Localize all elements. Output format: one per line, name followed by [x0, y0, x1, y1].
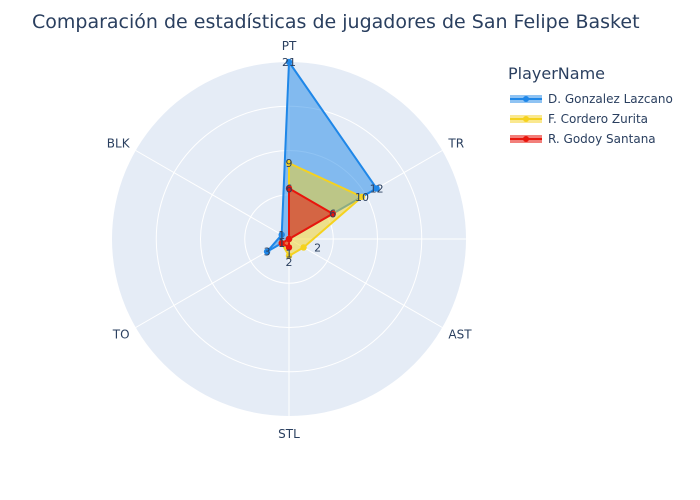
legend-item-cordero[interactable]: F. Cordero Zurita [508, 109, 673, 129]
legend-label-cordero: F. Cordero Zurita [548, 112, 649, 126]
axis-label-pt: PT [282, 39, 297, 53]
axis-label-stl: STL [278, 427, 300, 441]
axis-spoke-to [135, 238, 290, 328]
data-label-2-2: 1 [286, 247, 293, 260]
data-label-2-1: 6 [329, 208, 336, 221]
legend-swatch-godoy [510, 135, 542, 143]
series-0-point-to [263, 248, 271, 255]
axis-label-to: TO [112, 328, 130, 342]
data-label-0-3: 1 [278, 229, 285, 242]
series-2-point-tr [329, 210, 336, 217]
axis-spoke-blk [135, 150, 290, 240]
series-2-point-stl [285, 244, 293, 251]
data-label-0-0: 21 [282, 56, 296, 69]
axis-label-ast: AST [448, 328, 472, 342]
series-1-point-ast [300, 244, 307, 251]
axis-spoke-ast [288, 238, 443, 328]
legend: PlayerName D. Gonzalez Lazcano F. Corder… [508, 64, 673, 149]
data-label-1-0: 9 [286, 157, 293, 170]
series-0-point-pt [285, 58, 293, 66]
series-1-point-stl [285, 252, 293, 260]
legend-swatch-cordero [510, 115, 542, 123]
legend-swatch-gonzalez [510, 95, 542, 103]
data-label-1-2: 2 [314, 241, 321, 254]
data-label-2-0: 6 [286, 182, 293, 195]
axis-label-blk: BLK [107, 137, 131, 151]
series-0-point-blk [278, 231, 285, 238]
legend-item-gonzalez[interactable]: D. Gonzalez Lazcano [508, 89, 673, 109]
data-label-1-3: 2 [286, 256, 293, 269]
data-label-1-1: 10 [355, 191, 369, 204]
chart-title: Comparación de estadísticas de jugadores… [32, 11, 640, 33]
axis-label-tr: TR [447, 137, 464, 151]
legend-item-godoy[interactable]: R. Godoy Santana [508, 129, 673, 149]
series-1-point-pt [285, 159, 293, 167]
data-label-2-3: 1 [278, 237, 285, 250]
series-2-point-blk [285, 235, 293, 243]
series-2-point-to [278, 240, 285, 247]
data-label-0-2: 3 [264, 246, 271, 259]
series-0-point-tr [373, 185, 380, 192]
data-label-1-4: 1 [278, 237, 285, 250]
data-label-0-1: 12 [370, 182, 384, 195]
series-2-point-pt [285, 185, 293, 192]
legend-label-godoy: R. Godoy Santana [548, 132, 656, 146]
legend-label-gonzalez: D. Gonzalez Lazcano [548, 92, 673, 106]
legend-title: PlayerName [508, 64, 605, 83]
series-1-point-tr [358, 193, 366, 201]
